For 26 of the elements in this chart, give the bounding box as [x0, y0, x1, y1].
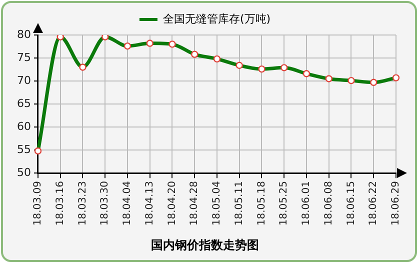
x-tick-label: 18.04.20	[166, 181, 178, 226]
x-tick-label: 18.04.28	[189, 181, 200, 226]
y-tick-label: 50	[16, 166, 31, 179]
x-tick-label: 18.04.13	[144, 181, 156, 226]
y-tick-label: 80	[16, 28, 31, 41]
x-tick-label: 18.06.22	[368, 181, 380, 226]
text: 国内钢价指数走势图	[151, 238, 259, 252]
x-tick-label: 18.03.16	[54, 181, 66, 226]
x-tick-label: 18.05.25	[278, 181, 290, 226]
y-tick-label: 65	[16, 96, 31, 110]
x-tick-label: 18.06.01	[301, 181, 312, 226]
x-tick-label: 18.05.11	[234, 181, 245, 226]
x-tick-label: 18.06.08	[323, 181, 334, 226]
y-tick-label: 70	[16, 74, 31, 87]
x-tick-label: 18.06.15	[346, 181, 357, 226]
x-tick-label: 18.03.23	[77, 181, 88, 226]
x-tick-label: 18.04.04	[122, 181, 134, 226]
y-tick-label: 55	[16, 142, 31, 156]
x-tick-label: 18.03.30	[100, 181, 111, 226]
y-tick-label: 75	[16, 50, 31, 64]
x-tick-label: 18.05.18	[256, 181, 268, 226]
x-tick-label: 18.05.04	[212, 181, 223, 226]
y-tick-label: 60	[16, 120, 31, 133]
legend-label: 全国无缝管库存(万吨)	[162, 12, 271, 26]
x-tick-label: 18.03.09	[32, 181, 44, 226]
x-tick-label: 18.06.29	[390, 181, 402, 226]
